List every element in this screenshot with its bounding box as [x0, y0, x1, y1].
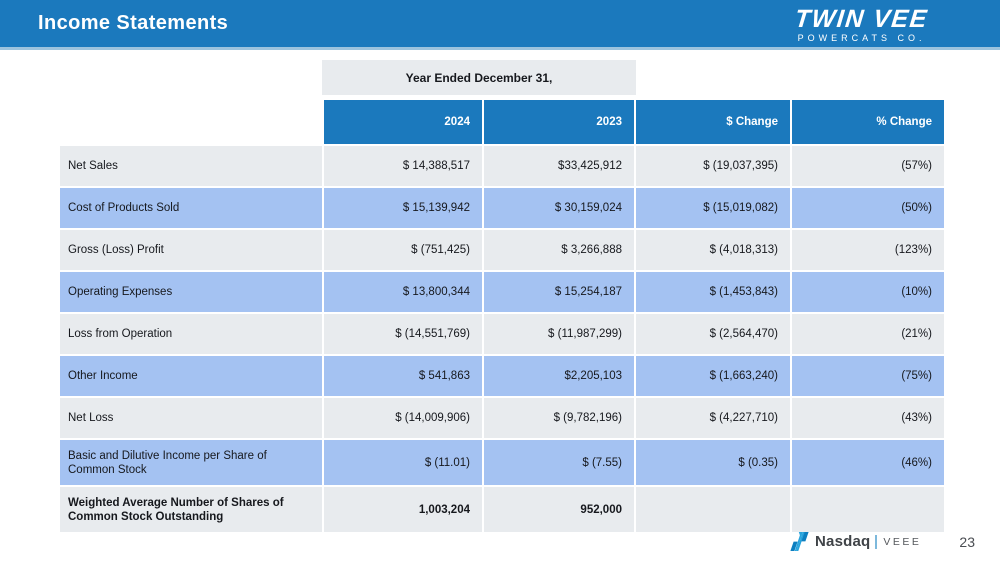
row-label: Gross (Loss) Profit: [60, 230, 322, 270]
cell-dollar-change: $ (1,663,240): [636, 356, 790, 396]
cell-pct-change: (75%): [792, 356, 944, 396]
income-statements-table: Year Ended December 31, 2024 2023 $ Chan…: [60, 60, 944, 532]
cell-pct-change: (57%): [792, 146, 944, 186]
row-label: Loss from Operation: [60, 314, 322, 354]
table-row-loss-from-operation: Loss from Operation $ (14,551,769) $ (11…: [60, 314, 944, 354]
twinvee-logo-wordmark: TWIN VEE: [793, 5, 930, 33]
slide-footer: Nasdaq VEEE 23: [789, 532, 975, 551]
cell-2024: $ 14,388,517: [324, 146, 482, 186]
cell-2023: $33,425,912: [484, 146, 634, 186]
cell-2024: $ 541,863: [324, 356, 482, 396]
cell-pct-change: (43%): [792, 398, 944, 438]
cell-2024: $ 15,139,942: [324, 188, 482, 228]
page-title: Income Statements: [38, 12, 229, 34]
cell-2023: $ 3,266,888: [484, 230, 634, 270]
cell-dollar-change: $ (4,018,313): [636, 230, 790, 270]
cell-2023: $ 15,254,187: [484, 272, 634, 312]
row-label: Weighted Average Number of Shares of Com…: [60, 487, 322, 532]
cell-2023: $ (9,782,196): [484, 398, 634, 438]
row-label: Net Loss: [60, 398, 322, 438]
table-row-net-sales: Net Sales $ 14,388,517 $33,425,912 $ (19…: [60, 146, 944, 186]
nasdaq-ticker-separator: [875, 534, 878, 549]
nasdaq-wordmark: Nasdaq: [815, 533, 871, 550]
cell-pct-change: (46%): [792, 440, 944, 485]
cell-2024: $ 13,800,344: [324, 272, 482, 312]
table-row-weighted-average-shares: Weighted Average Number of Shares of Com…: [60, 487, 944, 532]
cell-pct-change: [792, 487, 944, 532]
column-header-pct-change: % Change: [792, 100, 944, 144]
cell-2023: $ (11,987,299): [484, 314, 634, 354]
table-span-header: Year Ended December 31,: [322, 60, 636, 95]
table-header-corner: [60, 100, 322, 144]
twinvee-logo: TWIN VEE POWERCATS CO.: [793, 5, 930, 44]
cell-2024: $ (751,425): [324, 230, 482, 270]
cell-dollar-change: $ (1,453,843): [636, 272, 790, 312]
cell-pct-change: (10%): [792, 272, 944, 312]
column-header-dollar-change: $ Change: [636, 100, 790, 144]
row-label: Basic and Dilutive Income per Share of C…: [60, 440, 322, 485]
table-header-row: 2024 2023 $ Change % Change: [60, 100, 944, 144]
ticker-symbol: VEEE: [883, 535, 922, 548]
cell-dollar-change: $ (0.35): [636, 440, 790, 485]
cell-2023: $ 30,159,024: [484, 188, 634, 228]
cell-2023: $2,205,103: [484, 356, 634, 396]
cell-2024: $ (14,551,769): [324, 314, 482, 354]
cell-dollar-change: $ (19,037,395): [636, 146, 790, 186]
page-number: 23: [959, 533, 975, 550]
cell-pct-change: (50%): [792, 188, 944, 228]
column-header-2023: 2023: [484, 100, 634, 144]
twinvee-logo-subtitle: POWERCATS CO.: [797, 33, 926, 43]
cell-dollar-change: [636, 487, 790, 532]
table-row-operating-expenses: Operating Expenses $ 13,800,344 $ 15,254…: [60, 272, 944, 312]
title-bar: Income Statements TWIN VEE POWERCATS CO.: [0, 0, 1000, 50]
cell-2023: $ (7.55): [484, 440, 634, 485]
cell-2023: 952,000: [484, 487, 634, 532]
cell-dollar-change: $ (2,564,470): [636, 314, 790, 354]
cell-dollar-change: $ (4,227,710): [636, 398, 790, 438]
cell-2024: $ (14,009,906): [324, 398, 482, 438]
table-row-net-loss: Net Loss $ (14,009,906) $ (9,782,196) $ …: [60, 398, 944, 438]
table-row-other-income: Other Income $ 541,863 $2,205,103 $ (1,6…: [60, 356, 944, 396]
cell-pct-change: (21%): [792, 314, 944, 354]
nasdaq-logo: Nasdaq VEEE: [789, 532, 921, 551]
cell-2024: 1,003,204: [324, 487, 482, 532]
column-header-2024: 2024: [324, 100, 482, 144]
table-row-gross-loss-profit: Gross (Loss) Profit $ (751,425) $ 3,266,…: [60, 230, 944, 270]
table-row-cost-of-products-sold: Cost of Products Sold $ 15,139,942 $ 30,…: [60, 188, 944, 228]
cell-2024: $ (11.01): [324, 440, 482, 485]
row-label: Other Income: [60, 356, 322, 396]
row-label: Cost of Products Sold: [60, 188, 322, 228]
nasdaq-icon: [790, 532, 809, 551]
row-label: Operating Expenses: [60, 272, 322, 312]
cell-dollar-change: $ (15,019,082): [636, 188, 790, 228]
cell-pct-change: (123%): [792, 230, 944, 270]
row-label: Net Sales: [60, 146, 322, 186]
table-row-income-per-share: Basic and Dilutive Income per Share of C…: [60, 440, 944, 485]
